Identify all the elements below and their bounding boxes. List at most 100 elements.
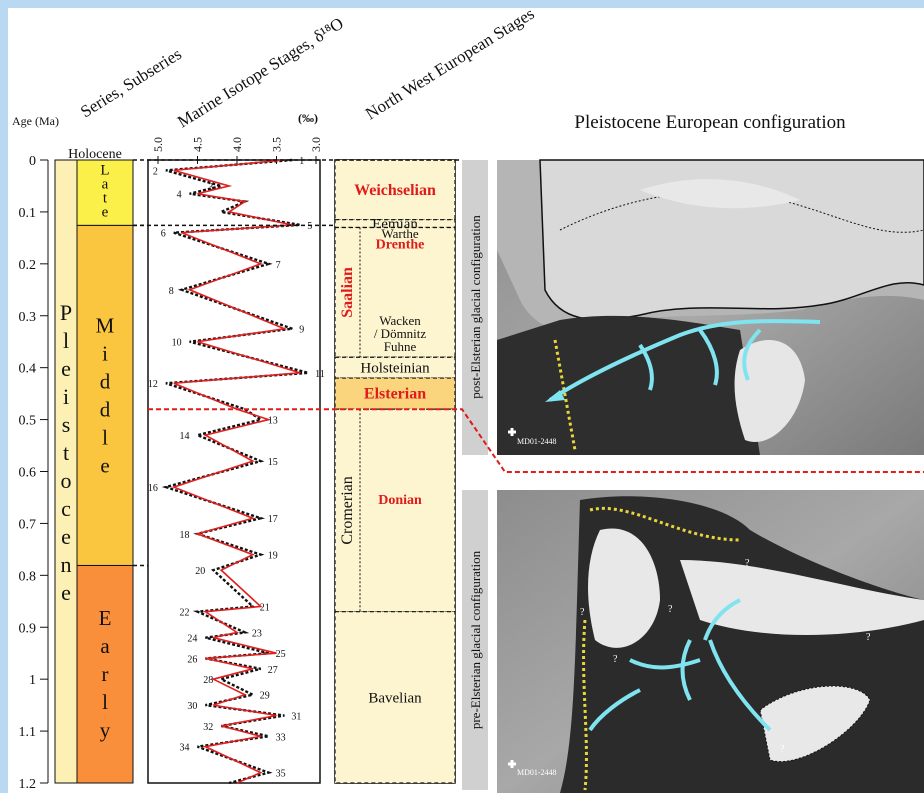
stage-number: 30 (187, 701, 197, 712)
unknown-mark: ? (668, 604, 673, 615)
y-tick-label: 1 (29, 673, 36, 688)
stage-label: Holsteinian (360, 361, 430, 377)
stage-number: 1 (299, 156, 304, 167)
map-title: Pleistocene European configuration (574, 112, 846, 133)
stage-number: 29 (260, 691, 270, 702)
stage-number: 18 (180, 530, 190, 541)
elsterian-line (148, 408, 924, 473)
stage (334, 611, 456, 784)
x-tick-label: 3.5 (270, 137, 284, 152)
stage-number: 24 (187, 634, 197, 645)
stage-number: 16 (148, 483, 158, 494)
stage-label: Bavelian (368, 690, 422, 706)
map-label: post-Elsterian glacial configuration (468, 215, 483, 399)
site-marker (508, 428, 516, 768)
stage-number: 4 (177, 190, 182, 201)
y-tick-label: 1.2 (19, 777, 37, 792)
holocene-label: Holocene (68, 147, 122, 162)
substage-label: Fuhne (384, 339, 417, 354)
stage-number: 22 (180, 608, 190, 619)
y-tick-label: 0.9 (19, 621, 37, 636)
stage-number: 14 (180, 431, 190, 442)
subseries-label: Late (97, 163, 113, 219)
stage-label: Saalian (339, 267, 356, 318)
y-tick-label: 0.4 (19, 362, 37, 377)
y-tick-label: 0.3 (19, 310, 37, 325)
substage-label: / Dömnitz (374, 326, 427, 341)
y-tick-label: 0 (29, 154, 36, 169)
stage-number: 2 (153, 166, 158, 177)
unknown-mark: ? (580, 607, 585, 618)
stage (334, 356, 456, 379)
unknown-mark: ? (866, 632, 871, 643)
stage-number: 11 (315, 369, 325, 380)
map-label: pre-Elsterian glacial configuration (468, 550, 483, 729)
substage-label: Warthe (381, 226, 418, 241)
map-bottom (462, 490, 924, 793)
stage-number: 6 (161, 229, 166, 240)
stage-label: Cromerian (339, 476, 356, 544)
x-tick-label: 3.0 (309, 137, 323, 152)
stage-number: 21 (260, 602, 270, 613)
substage-label: Wacken (379, 313, 421, 328)
stage (334, 226, 456, 358)
stage (334, 159, 456, 221)
stage-number: 5 (307, 221, 312, 232)
isotope-curve (171, 159, 301, 784)
y-axis-label: Age (Ma) (12, 114, 59, 128)
isotope-frame (147, 159, 321, 784)
stage-number: 34 (180, 743, 190, 754)
stage-number: 12 (148, 379, 158, 390)
y-tick-label: 0.5 (19, 414, 37, 429)
y-tick-label: 1.1 (19, 725, 37, 740)
stage-number: 32 (203, 722, 213, 733)
stage-number: 31 (291, 712, 301, 723)
y-tick-label: 0.8 (19, 569, 37, 584)
y-tick-label: 0.2 (19, 258, 37, 273)
stage (334, 408, 456, 613)
stage-number: 35 (276, 769, 286, 780)
stage-number: 15 (268, 457, 278, 468)
stage-number: 10 (172, 338, 182, 349)
x-tick-label: 4.5 (191, 137, 205, 152)
stage-number: 26 (187, 654, 197, 665)
x-tick-label: 5.0 (151, 137, 165, 152)
stage-label: Elsterian (364, 386, 426, 403)
stage-number: 19 (268, 551, 278, 562)
subseries (76, 224, 134, 566)
site-label: MD01-2448 (517, 437, 557, 446)
subseries-label: Early (93, 606, 117, 746)
y-tick-label: 0.1 (19, 206, 37, 221)
stage-number: 13 (268, 416, 278, 427)
unit-label: (‰) (298, 111, 318, 125)
y-tick-label: 0.7 (19, 517, 37, 532)
stage-number: 17 (268, 514, 278, 525)
stage-number: 25 (276, 649, 286, 660)
subseries-label: Middle (93, 314, 117, 482)
stage (334, 377, 456, 410)
unknown-mark: ? (780, 744, 785, 755)
subseries (76, 564, 134, 784)
stage-number: 28 (203, 675, 213, 686)
stage-number: 23 (252, 628, 262, 639)
unknown-mark: ? (613, 654, 618, 665)
map-top (462, 159, 924, 455)
stage-number: 9 (299, 325, 304, 336)
stage (334, 219, 456, 229)
substage-label: Donian (378, 493, 422, 508)
unknown-mark: ? (745, 558, 750, 569)
subseries (76, 159, 134, 226)
site-label: MD01-2448 (517, 768, 557, 777)
stage-number: 33 (276, 732, 286, 743)
stage-label: Weichselian (354, 182, 436, 199)
y-tick-label: 0.6 (19, 466, 37, 481)
stage-number: 27 (268, 665, 278, 676)
stage-number: 7 (276, 260, 281, 271)
stage-number: 8 (169, 286, 174, 297)
substage-label: Drenthe (376, 238, 425, 253)
stage-number: 20 (195, 566, 205, 577)
stage-number: 3 (208, 182, 213, 193)
epoch-label: Pleistocene (54, 300, 79, 608)
